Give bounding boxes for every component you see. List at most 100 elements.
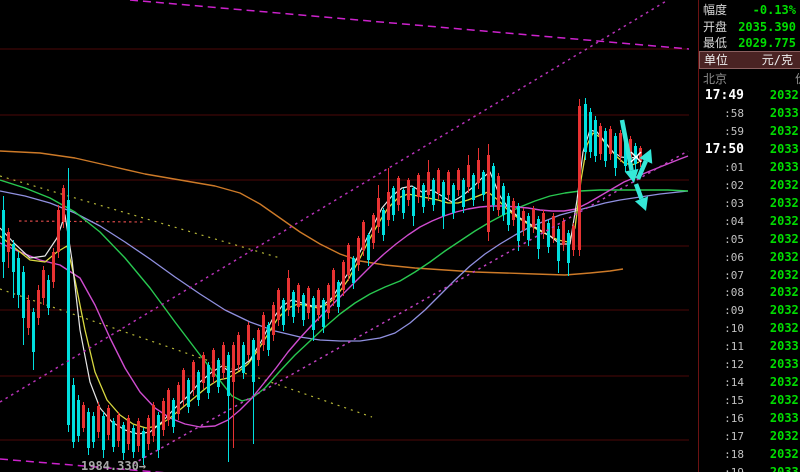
panel-divider-line: [698, 0, 699, 472]
tick-row[interactable]: :01 2033.: [700, 159, 800, 176]
tick-price: 2032.: [769, 321, 800, 336]
candle-body: [542, 213, 545, 233]
candle-body: [362, 222, 365, 250]
arrow-down-small: [633, 183, 644, 200]
tick-row[interactable]: :19 2033.: [700, 464, 800, 472]
tick-row[interactable]: :15 2032.: [700, 392, 800, 409]
candle-body: [562, 221, 565, 245]
tick-price: 2032.: [769, 213, 800, 228]
candle-body: [584, 104, 587, 152]
tick-row[interactable]: :08 2032.: [700, 284, 800, 301]
tick-row[interactable]: :06 2032.: [700, 249, 800, 266]
tick-price: 2033.: [769, 105, 800, 120]
candle-body: [387, 192, 390, 220]
tick-row[interactable]: :04 2032.: [700, 213, 800, 230]
tick-row[interactable]: :17 2032.: [700, 428, 800, 445]
unit-row-selected[interactable]: 单位 元/克: [699, 51, 800, 69]
candle-body: [522, 211, 525, 230]
candle-body: [22, 272, 25, 318]
candle-body: [162, 401, 165, 430]
candle-body: [232, 345, 235, 382]
candle-body: [137, 421, 140, 446]
candle-body: [282, 300, 285, 325]
candle-body: [262, 315, 265, 345]
candle-body: [437, 170, 440, 193]
tick-row[interactable]: :03 2032.: [700, 195, 800, 212]
tick-row[interactable]: :10 2032.: [700, 320, 800, 337]
tick-row[interactable]: :02 2032.: [700, 177, 800, 194]
tick-row[interactable]: :07 2032.: [700, 267, 800, 284]
candle-body: [377, 198, 380, 227]
ma-yellow: [0, 132, 640, 429]
tick-price: 2032.: [769, 375, 800, 390]
fan-yellow-lower: [0, 288, 373, 418]
tick-time: :06: [724, 250, 744, 264]
tick-price: 2032.: [769, 429, 800, 444]
candle-body: [97, 406, 100, 432]
tick-time: :58: [724, 106, 744, 120]
tick-row[interactable]: :58 2033.: [700, 105, 800, 122]
candle-body: [342, 262, 345, 290]
candle-body: [62, 188, 65, 222]
candle-body: [2, 210, 5, 262]
tick-price: 2032.: [769, 267, 800, 282]
candle-body: [67, 200, 70, 425]
tick-row[interactable]: :12 2033.: [700, 356, 800, 373]
candle-body: [442, 182, 445, 216]
tick-row[interactable]: :59 2032.: [700, 123, 800, 140]
tick-row[interactable]: 17:49 2032.: [700, 87, 800, 104]
candle-body: [182, 370, 185, 400]
candle-body: [37, 290, 40, 318]
candlestick-chart[interactable]: 1984.330→: [0, 0, 689, 472]
last-price-marker: [630, 151, 642, 163]
candle-body: [614, 136, 617, 168]
candle-body: [604, 131, 607, 161]
unit-label: 单位: [704, 53, 729, 67]
stat-label: 幅度: [703, 3, 728, 17]
tick-row[interactable]: :11 2033.: [700, 338, 800, 355]
candle-body: [172, 400, 175, 427]
candle-body: [12, 244, 15, 272]
candle-body: [327, 285, 330, 313]
candle-body: [147, 418, 150, 444]
tick-price: 2032.: [769, 123, 800, 138]
tick-time: :04: [724, 214, 744, 228]
stat-label: 开盘: [703, 20, 728, 34]
resistance-red-dotted: [18, 220, 144, 223]
candle-body: [624, 141, 627, 166]
candle-body: [422, 185, 425, 207]
tick-row[interactable]: :18 2032.: [700, 446, 800, 463]
tick-row[interactable]: :16 2033.: [700, 410, 800, 427]
tick-header-time: 北京: [703, 72, 728, 86]
candle-body: [247, 325, 250, 355]
candle-body: [177, 385, 180, 414]
candle-body: [537, 219, 540, 249]
candle-body: [532, 209, 535, 227]
candle-body: [77, 400, 80, 436]
candle-body: [502, 186, 505, 215]
candle-body: [347, 245, 350, 275]
candle-body: [42, 270, 45, 298]
tick-time: :14: [724, 376, 744, 390]
candle-body: [572, 226, 575, 250]
candle-body: [117, 415, 120, 441]
candle-body: [72, 385, 75, 442]
candle-body: [287, 278, 290, 310]
stat-row-low: 最低 2029.775: [700, 35, 800, 52]
tick-row[interactable]: 17:50 2033.: [700, 141, 800, 158]
candle-body: [222, 345, 225, 373]
tick-time: :01: [724, 160, 744, 174]
tick-price: 2033.: [769, 411, 800, 426]
candle-body: [497, 176, 500, 210]
tick-row[interactable]: :05 2032.: [700, 231, 800, 248]
candle-body: [312, 298, 315, 330]
candle-body: [392, 188, 395, 215]
tick-row[interactable]: :09 2032.: [700, 302, 800, 319]
low-price-label: 1984.330→: [81, 459, 146, 472]
quote-panel: 幅度 -0.13% 开盘 2035.390 最低 2029.775 单位 元/克…: [690, 0, 800, 472]
tick-row[interactable]: :14 2032.: [700, 374, 800, 391]
candle-body: [487, 155, 490, 232]
tick-price: 2032.: [769, 88, 800, 102]
candle-body: [82, 405, 85, 428]
